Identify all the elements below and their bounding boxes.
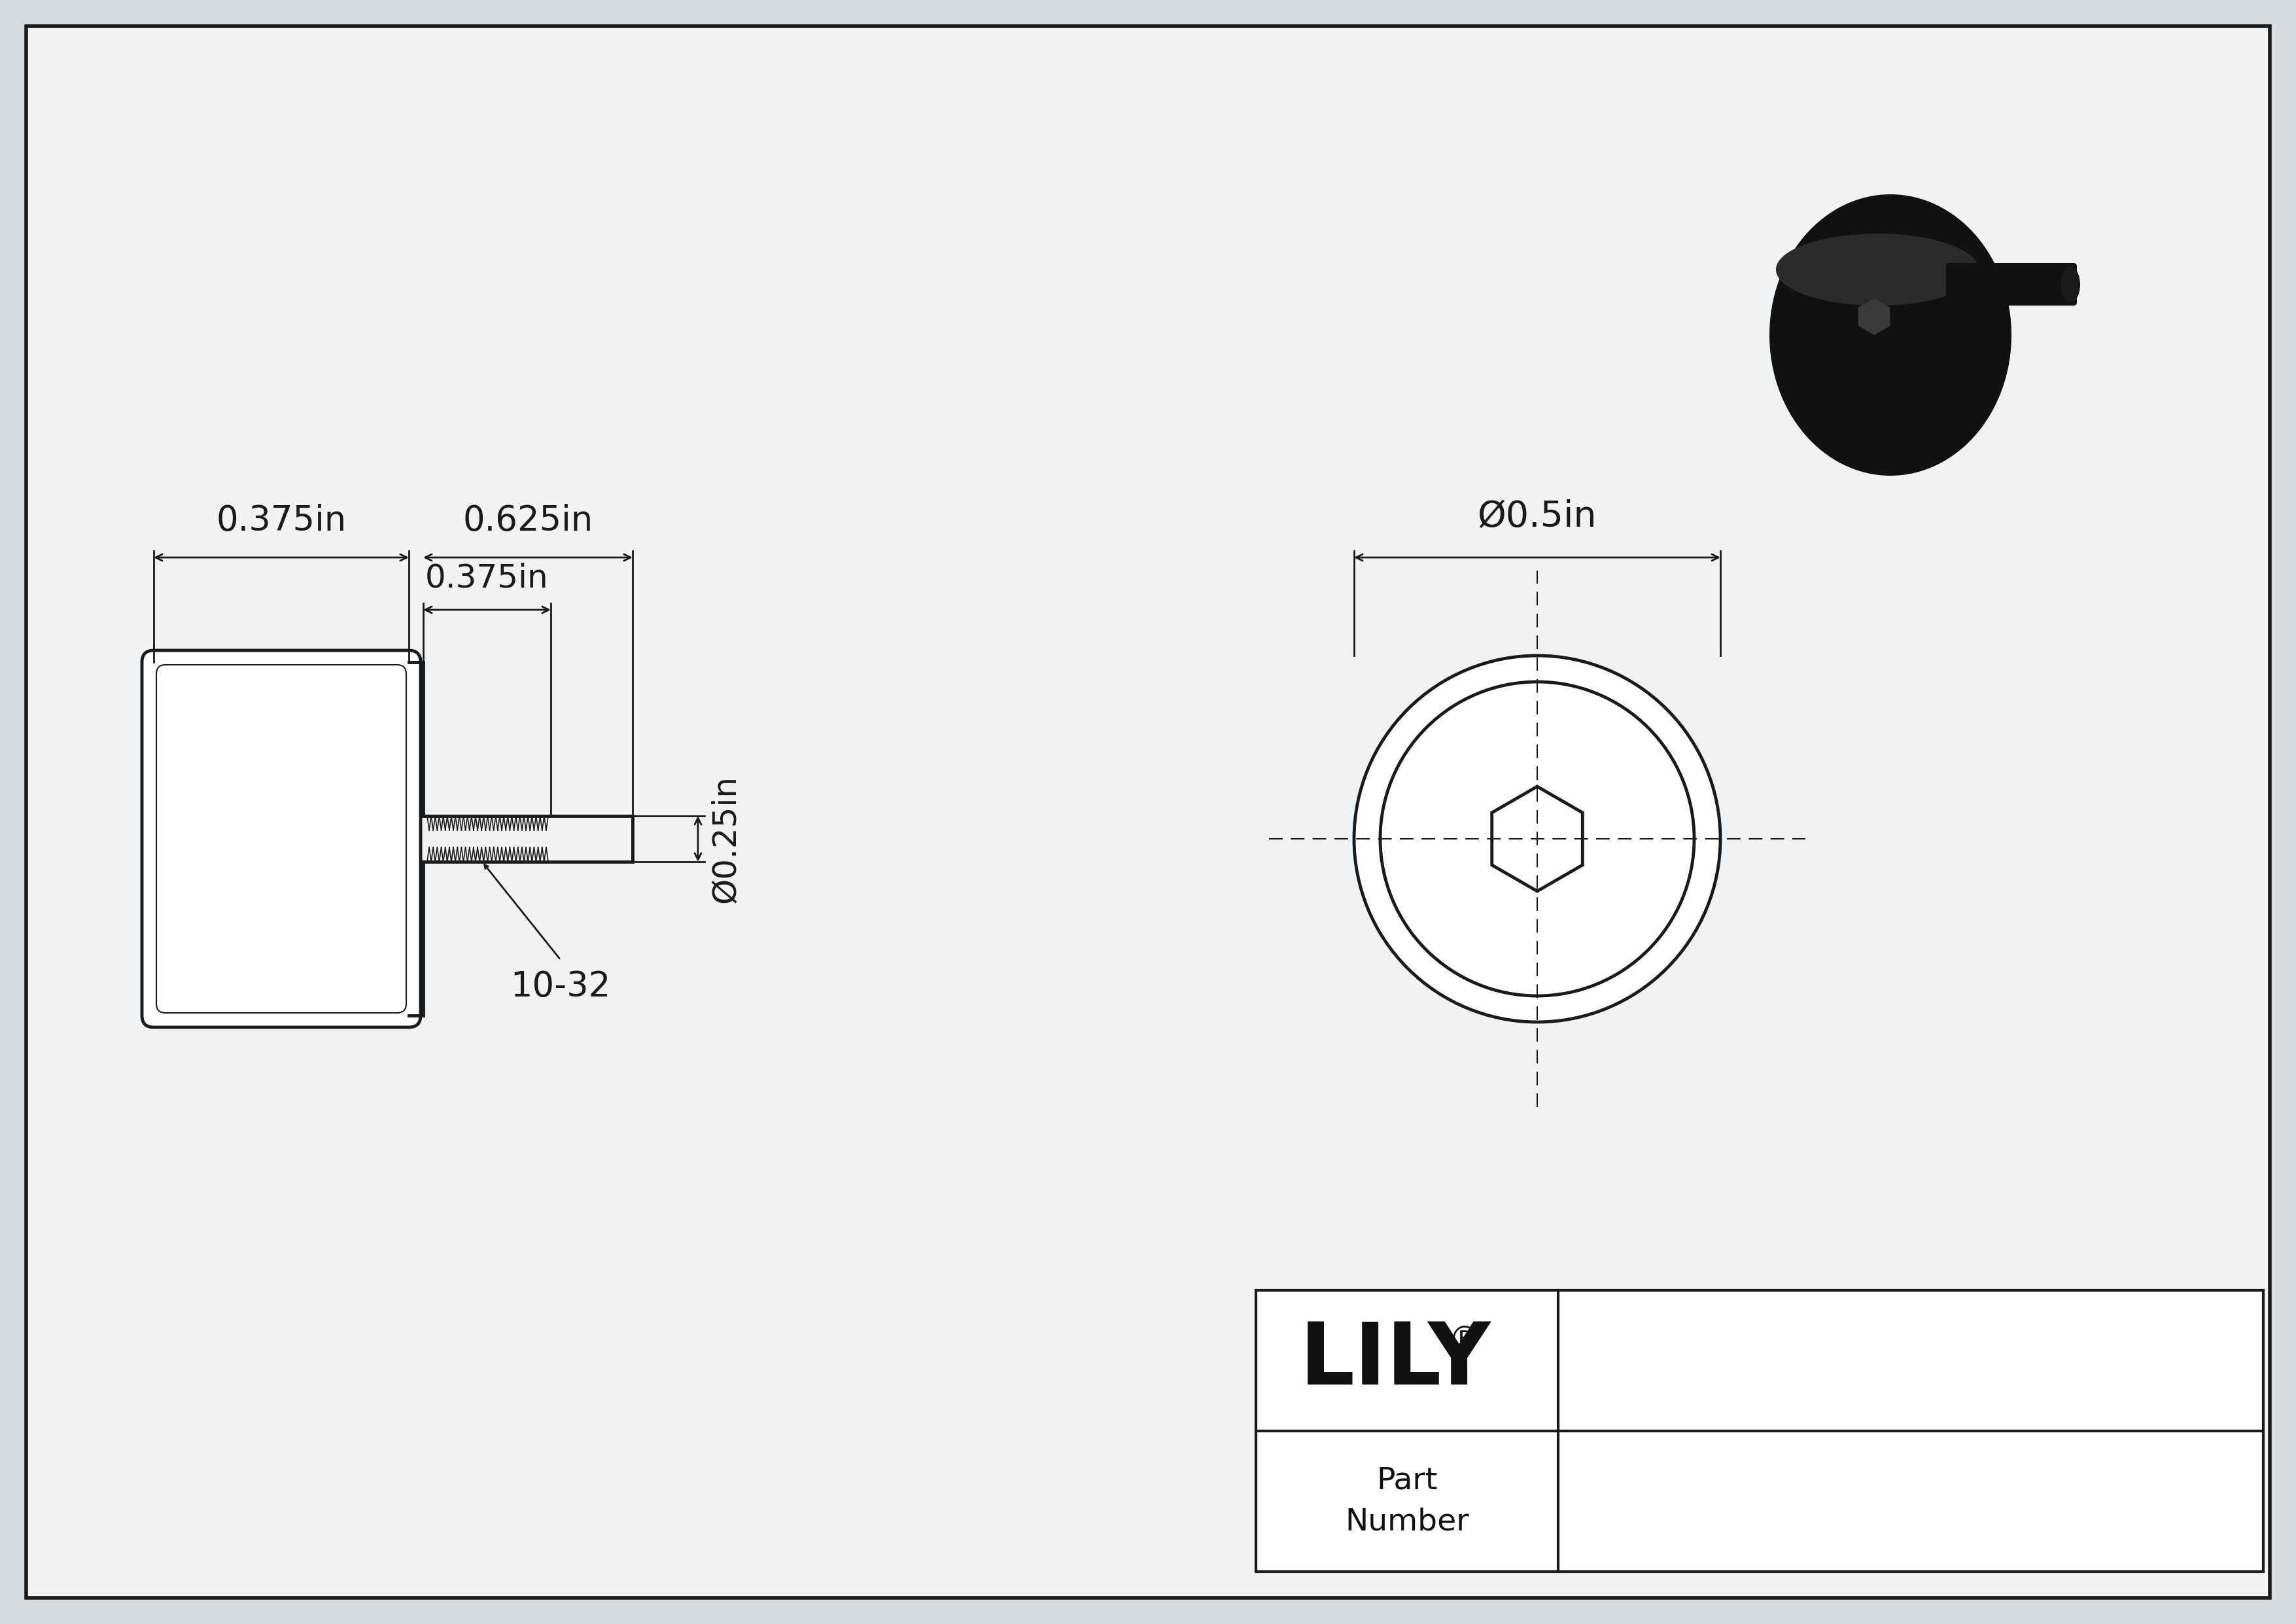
- Text: 0.375in: 0.375in: [216, 503, 347, 538]
- Polygon shape: [1492, 786, 1582, 892]
- Text: Ø0.25in: Ø0.25in: [709, 775, 742, 903]
- Bar: [1256, 1291, 2264, 1572]
- Text: Part
Number: Part Number: [1345, 1466, 1469, 1536]
- FancyBboxPatch shape: [1947, 263, 2078, 305]
- Text: 0.625in: 0.625in: [464, 503, 592, 538]
- Text: Ø0.5in: Ø0.5in: [1479, 499, 1598, 534]
- Circle shape: [1355, 656, 1720, 1021]
- FancyBboxPatch shape: [142, 650, 420, 1028]
- FancyBboxPatch shape: [156, 664, 406, 1013]
- Ellipse shape: [1777, 234, 1979, 305]
- Text: 10-32: 10-32: [510, 970, 611, 1004]
- Text: ®: ®: [1449, 1324, 1481, 1356]
- Ellipse shape: [1770, 195, 2011, 476]
- Text: LILY: LILY: [1300, 1319, 1490, 1402]
- Ellipse shape: [2060, 266, 2080, 302]
- Circle shape: [1380, 682, 1694, 996]
- Polygon shape: [1857, 299, 1890, 335]
- Text: 0.375in: 0.375in: [425, 562, 549, 593]
